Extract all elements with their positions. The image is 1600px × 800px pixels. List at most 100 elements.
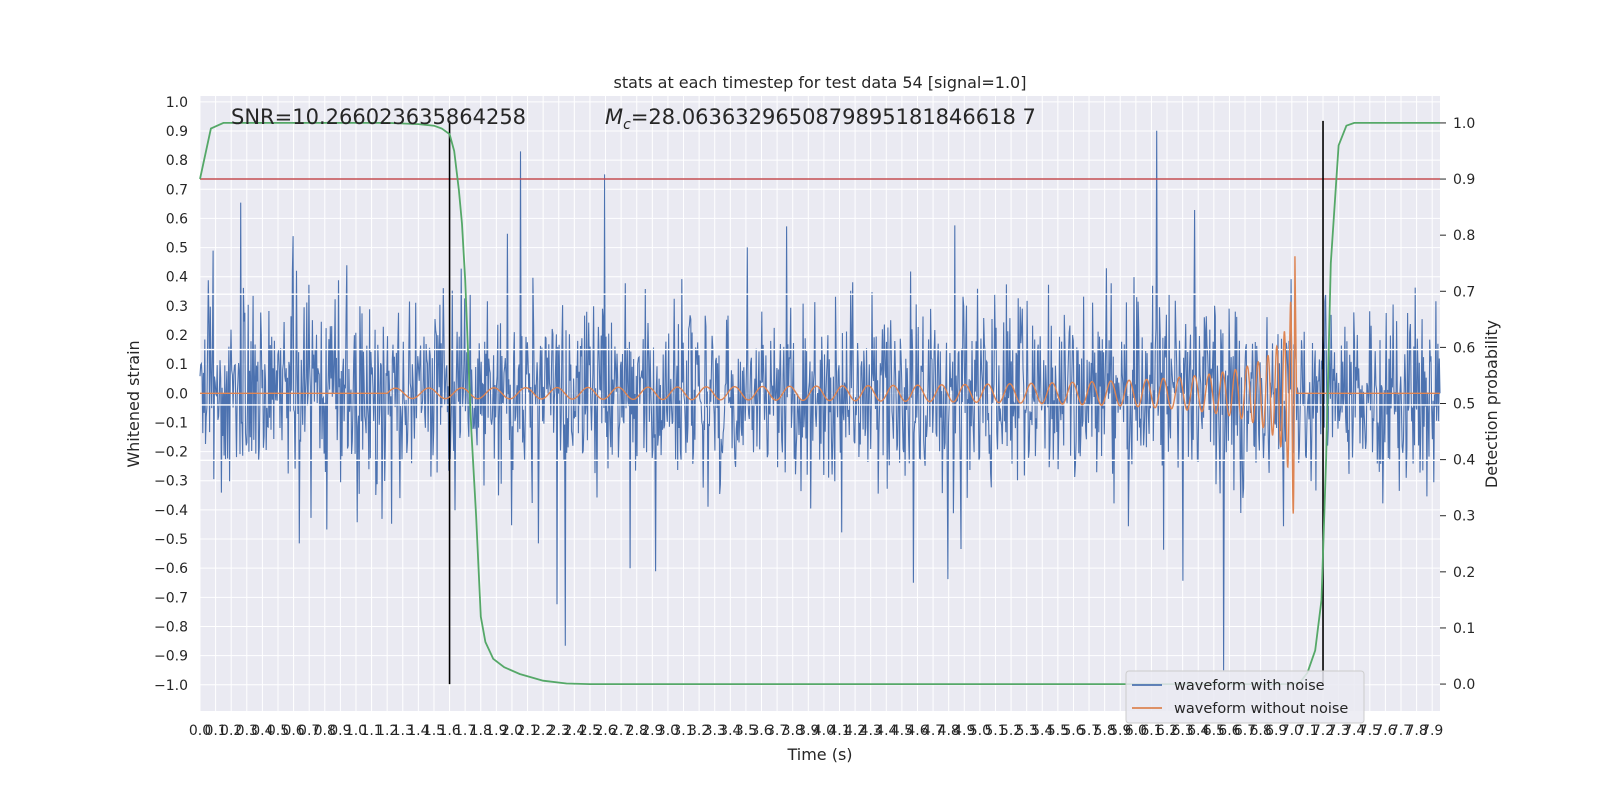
- x-tick-label: 5.5: [1047, 723, 1069, 739]
- y-tick-label: 0.3: [166, 299, 188, 315]
- x-tick-label: 5.4: [1031, 723, 1053, 739]
- x-tick-label: 5.1: [984, 723, 1006, 739]
- y-tick-label: 0.2: [166, 328, 188, 344]
- y2-axis-label: Detection probability: [1482, 320, 1501, 488]
- y2-tick-label: 0.5: [1453, 397, 1475, 413]
- y-tick-label: −1.0: [154, 678, 188, 694]
- y-tick-label: 0.7: [166, 182, 188, 198]
- x-tick-label: 0.5: [267, 723, 289, 739]
- snr-annotation: SNR=10.266023635864258: [231, 105, 526, 129]
- x-tick-label: 7.5: [1359, 723, 1381, 739]
- y2-tick-label: 0.7: [1453, 284, 1475, 300]
- y-tick-label: −0.5: [154, 532, 188, 548]
- mc-symbol: M: [605, 105, 623, 129]
- x-tick-label: 4.0: [813, 723, 835, 739]
- y-tick-label: 0.8: [166, 153, 188, 169]
- y2-tick-label: 0.4: [1453, 453, 1475, 469]
- x-tick-label: 1.1: [360, 723, 382, 739]
- x-tick-label: 7.6: [1374, 723, 1396, 739]
- x-tick-label: 4.3: [860, 723, 882, 739]
- legend-label-clean: waveform without noise: [1174, 701, 1348, 717]
- x-tick-label: 0.6: [282, 723, 304, 739]
- x-tick-label: 3.6: [750, 723, 772, 739]
- x-tick-label: 4.8: [938, 723, 960, 739]
- x-tick-label: 1.2: [376, 723, 398, 739]
- y-axis-label: Whitened strain: [124, 340, 143, 467]
- x-tick-label: 3.4: [719, 723, 741, 739]
- x-tick-label: 4.5: [891, 723, 913, 739]
- y-tick-label: 0.6: [166, 211, 188, 227]
- x-tick-label: 0.4: [251, 723, 273, 739]
- mc-value: =28.0636329650879895181846618 7: [631, 105, 1036, 129]
- x-tick-label: 2.1: [516, 723, 538, 739]
- x-tick-label: 5.2: [1000, 723, 1022, 739]
- y-tick-label: −0.6: [154, 561, 188, 577]
- overlay-layer: [200, 120, 1440, 685]
- legend: waveform with noise waveform without noi…: [1125, 670, 1365, 724]
- x-tick-label: 7.2: [1312, 723, 1334, 739]
- y-tick-label: −0.2: [154, 445, 188, 461]
- x-tick-label: 5.8: [1094, 723, 1116, 739]
- x-tick-label: 0.3: [236, 723, 258, 739]
- y2-tick-label: 0.9: [1453, 172, 1475, 188]
- legend-label-noise: waveform with noise: [1174, 678, 1325, 694]
- x-tick-label: 3.3: [704, 723, 726, 739]
- x-tick-label: 2.9: [641, 723, 663, 739]
- x-tick-label: 1.0: [345, 723, 367, 739]
- x-tick-label: 0.1: [204, 723, 226, 739]
- mc-subscript: c: [623, 117, 631, 133]
- x-tick-label: 0.7: [298, 723, 320, 739]
- chirp-mass-annotation: Mc=28.0636329650879895181846618 7: [605, 105, 1036, 133]
- clean-waveform-line: [200, 256, 1440, 514]
- y2-tick-label: 0.0: [1453, 677, 1475, 693]
- x-tick-label: 6.6: [1218, 723, 1240, 739]
- x-tick-label: 1.5: [423, 723, 445, 739]
- x-tick-label: 7.8: [1405, 723, 1427, 739]
- x-tick-label: 1.9: [485, 723, 507, 739]
- x-tick-label: 5.3: [1016, 723, 1038, 739]
- y2-tick-label: 0.6: [1453, 340, 1475, 356]
- y2-tick-label: 0.3: [1453, 509, 1475, 525]
- x-tick-label: 0.2: [220, 723, 242, 739]
- x-tick-label: 7.3: [1327, 723, 1349, 739]
- x-tick-label: 6.9: [1265, 723, 1287, 739]
- x-tick-label: 3.2: [688, 723, 710, 739]
- x-tick-label: 0.9: [329, 723, 351, 739]
- x-tick-label: 5.6: [1062, 723, 1084, 739]
- x-axis-label: Time (s): [786, 745, 852, 764]
- x-tick-label: 4.6: [906, 723, 928, 739]
- y-tick-label: 0.4: [166, 270, 188, 286]
- x-tick-label: 6.1: [1140, 723, 1162, 739]
- x-tick-label: 2.8: [626, 723, 648, 739]
- x-tick-label: 4.9: [953, 723, 975, 739]
- legend-box: [1125, 670, 1365, 724]
- x-tick-label: 5.7: [1078, 723, 1100, 739]
- x-tick-label: 1.8: [470, 723, 492, 739]
- y-tick-label: −0.1: [154, 415, 188, 431]
- x-tick-label: 2.7: [610, 723, 632, 739]
- y2-tick-label: 1.0: [1453, 116, 1475, 132]
- x-tick-label: 2.3: [548, 723, 570, 739]
- x-tick-label: 3.0: [657, 723, 679, 739]
- x-tick-label: 6.3: [1172, 723, 1194, 739]
- x-tick-label: 2.6: [594, 723, 616, 739]
- x-tick-label: 7.4: [1343, 723, 1365, 739]
- y-tick-label: −0.3: [154, 474, 188, 490]
- y2-tick-label: 0.8: [1453, 228, 1475, 244]
- x-tick-label: 1.3: [392, 723, 414, 739]
- y-tick-label: 0.0: [166, 386, 188, 402]
- x-tick-label: 6.0: [1125, 723, 1147, 739]
- x-tick-label: 3.5: [735, 723, 757, 739]
- x-tick-label: 6.4: [1187, 723, 1209, 739]
- y-tick-label: 0.9: [166, 124, 188, 140]
- x-tick-label: 4.4: [875, 723, 897, 739]
- x-tick-label: 7.1: [1296, 723, 1318, 739]
- y-tick-label: −0.8: [154, 619, 188, 635]
- x-tick-label: 7.0: [1281, 723, 1303, 739]
- x-tick-label: 6.5: [1203, 723, 1225, 739]
- x-tick-label: 3.1: [672, 723, 694, 739]
- x-tick-label: 7.9: [1421, 723, 1443, 739]
- x-tick-label: 2.5: [579, 723, 601, 739]
- x-tick-label: 2.4: [563, 723, 585, 739]
